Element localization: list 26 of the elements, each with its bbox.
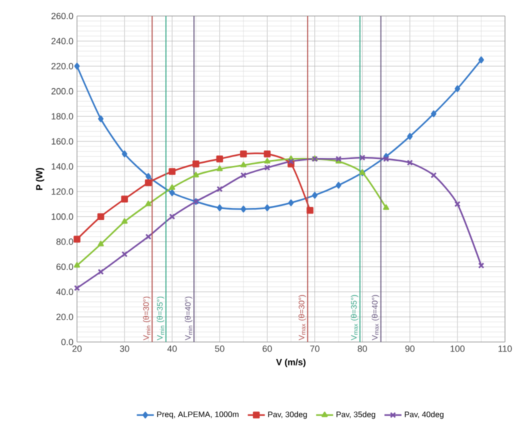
- x-tick-label: 90: [405, 346, 415, 352]
- x-tick-label: 30: [120, 346, 130, 352]
- x-tick-label: 110: [498, 346, 512, 352]
- y-tick-label: 80.0: [56, 238, 74, 245]
- y-tick-label: 100.0: [52, 213, 74, 220]
- y-axis-title: P (W): [36, 168, 44, 190]
- y-tick-label: 60.0: [56, 264, 74, 270]
- y-tick-label: 160.0: [52, 138, 74, 145]
- x-tick-label: 100: [450, 346, 465, 352]
- y-tick-label: 260.0: [52, 12, 74, 20]
- y-tick-label: 180.0: [52, 113, 74, 120]
- y-tick-label: 220.0: [52, 62, 74, 70]
- x-tick-label: 20: [72, 346, 82, 352]
- y-tick-label: 120.0: [52, 188, 74, 195]
- x-tick-label: 40: [167, 346, 177, 352]
- x-tick-label: 70: [310, 346, 320, 352]
- y-tick-label: 200.0: [52, 88, 74, 94]
- y-tick-label: 140.0: [52, 163, 74, 170]
- y-tick-label: 240.0: [52, 38, 74, 44]
- y-tick-label: 0.0: [61, 338, 74, 346]
- x-tick-label: 80: [358, 346, 367, 352]
- x-axis-title: V (m/s): [276, 358, 306, 368]
- y-tick-label: 40.0: [56, 288, 74, 296]
- x-tick-label: 60: [262, 346, 272, 352]
- x-tick-label: 50: [215, 346, 224, 352]
- y-tick-label: 20.0: [56, 314, 74, 320]
